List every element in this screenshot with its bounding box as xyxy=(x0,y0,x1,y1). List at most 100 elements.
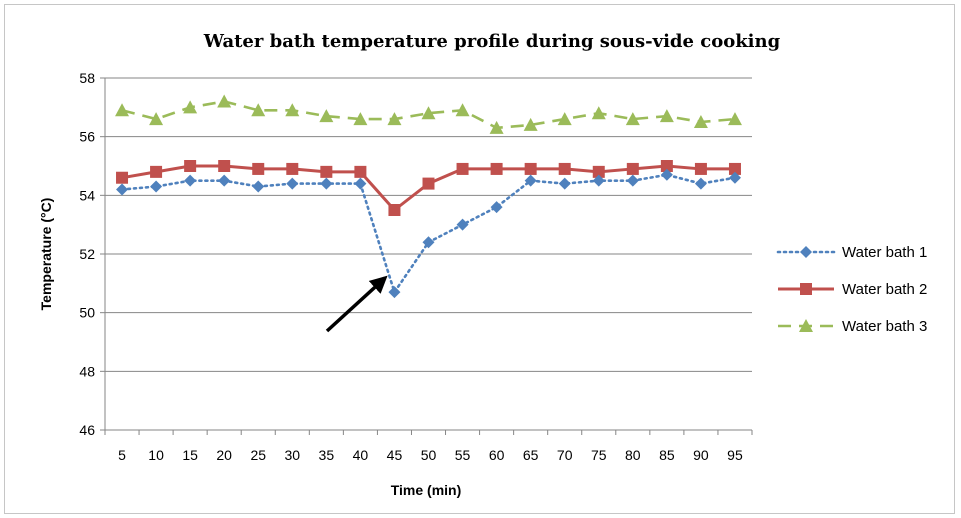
legend-marker xyxy=(800,246,812,258)
x-tick-label: 90 xyxy=(693,447,709,463)
data-point xyxy=(490,201,503,214)
data-point xyxy=(592,174,605,187)
data-point xyxy=(490,162,503,175)
x-tick-label: 60 xyxy=(489,447,505,463)
data-point xyxy=(218,160,231,172)
data-point xyxy=(184,160,197,172)
data-point xyxy=(320,177,333,190)
x-tick-label: 5 xyxy=(118,447,126,463)
x-tick-labels: 5 10 15 20 25 30 35 40 45 50 55 60 65 70 75 80 85 90 95 xyxy=(118,447,743,463)
x-tick-label: 15 xyxy=(182,447,198,463)
chart-frame xyxy=(4,4,955,514)
data-point xyxy=(150,180,163,193)
data-point xyxy=(252,162,265,175)
data-point xyxy=(422,236,435,249)
data-point xyxy=(489,120,504,134)
axes xyxy=(100,77,753,435)
data-point xyxy=(115,103,130,117)
series-2 xyxy=(116,160,741,216)
y-axis-label: Temperature (°C) xyxy=(38,198,54,311)
data-point xyxy=(422,177,435,190)
data-point xyxy=(354,177,367,190)
data-point xyxy=(217,94,232,108)
data-point xyxy=(116,171,129,184)
data-point xyxy=(149,112,164,126)
x-tick-label: 85 xyxy=(659,447,675,463)
data-point xyxy=(694,162,707,175)
legend-marker xyxy=(799,319,813,332)
data-point xyxy=(252,180,265,193)
x-tick-label: 25 xyxy=(250,447,266,463)
data-point xyxy=(354,165,367,178)
legend-marker xyxy=(800,283,812,295)
data-point xyxy=(558,162,571,175)
x-tick-label: 95 xyxy=(727,447,743,463)
y-tick-label: 50 xyxy=(79,305,95,321)
data-point xyxy=(387,112,402,126)
legend-label: Water bath 2 xyxy=(842,281,927,298)
x-tick-label: 10 xyxy=(148,447,164,463)
data-point xyxy=(728,162,741,175)
data-point xyxy=(523,117,538,131)
x-tick-label: 65 xyxy=(523,447,539,463)
data-point xyxy=(388,204,401,216)
data-point xyxy=(251,103,266,117)
y-tick-label: 48 xyxy=(79,363,95,379)
data-point xyxy=(592,165,605,178)
data-point xyxy=(625,112,640,126)
series-line xyxy=(120,173,737,296)
data-point xyxy=(524,162,537,175)
legend-label: Water bath 3 xyxy=(842,318,927,335)
legend: Water bath 1 Water bath 2 Water bath 3 xyxy=(776,244,927,335)
y-tick-label: 52 xyxy=(79,246,95,262)
series-group xyxy=(115,94,742,299)
data-point xyxy=(626,162,639,175)
x-axis-label: Time (min) xyxy=(391,482,462,498)
data-point xyxy=(693,115,708,128)
data-point xyxy=(557,112,572,126)
data-point xyxy=(150,165,163,178)
data-point xyxy=(660,168,673,181)
data-point xyxy=(218,174,231,187)
data-point xyxy=(320,165,333,178)
data-point xyxy=(286,162,299,175)
y-tick-label: 56 xyxy=(79,129,95,145)
x-tick-label: 30 xyxy=(285,447,301,463)
x-tick-label: 20 xyxy=(216,447,232,463)
data-point xyxy=(421,106,436,120)
data-point xyxy=(660,160,673,172)
data-point xyxy=(285,103,300,117)
data-point xyxy=(626,174,639,187)
x-tick-label: 40 xyxy=(353,447,369,463)
y-tick-label: 58 xyxy=(79,70,95,86)
y-tick-labels: 46 48 50 52 54 56 58 xyxy=(79,70,95,438)
x-tick-label: 50 xyxy=(421,447,437,463)
data-point xyxy=(183,100,198,114)
data-point xyxy=(694,177,707,190)
data-point xyxy=(727,112,742,126)
data-point xyxy=(319,109,334,123)
legend-label: Water bath 1 xyxy=(842,244,927,261)
data-point xyxy=(524,174,537,187)
x-tick-label: 35 xyxy=(319,447,335,463)
data-point xyxy=(456,218,469,231)
gridlines xyxy=(105,77,752,372)
data-point xyxy=(728,171,741,184)
y-tick-label: 46 xyxy=(79,422,95,438)
x-tick-label: 80 xyxy=(625,447,641,463)
x-tick-label: 75 xyxy=(591,447,607,463)
data-point xyxy=(456,162,469,175)
x-tick-label: 55 xyxy=(455,447,471,463)
data-point xyxy=(184,174,197,187)
data-point xyxy=(659,109,674,123)
data-point xyxy=(353,112,368,126)
data-point xyxy=(286,177,299,190)
y-tick-label: 54 xyxy=(79,187,95,203)
series-1 xyxy=(116,168,741,299)
x-tick-label: 45 xyxy=(387,447,403,463)
annotation-arrow xyxy=(325,275,388,333)
data-point xyxy=(591,106,606,120)
data-point xyxy=(116,183,129,196)
data-point xyxy=(558,177,571,190)
